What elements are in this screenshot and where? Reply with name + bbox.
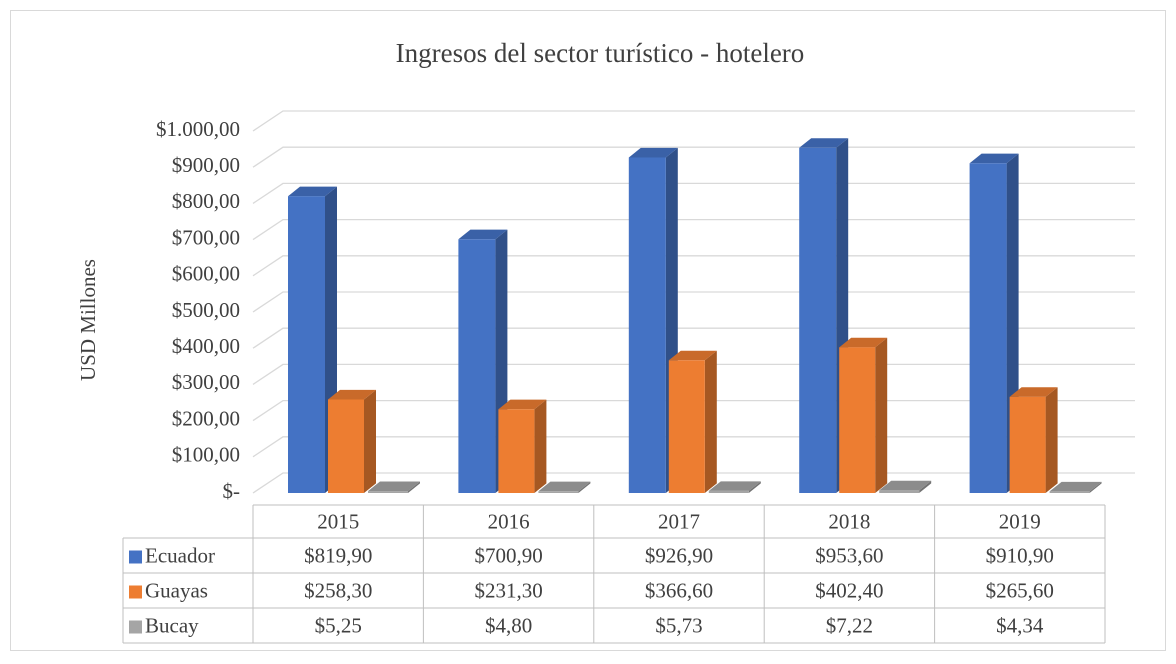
bar-top	[1009, 387, 1058, 397]
y-tick-label: $400,00	[172, 334, 240, 358]
x-tick-label: 2015	[317, 509, 359, 533]
y-tick-label: $200,00	[172, 406, 240, 430]
table-value: $4,34	[996, 613, 1044, 637]
bar	[1009, 396, 1046, 493]
bar	[498, 409, 535, 493]
bar	[969, 163, 1007, 493]
table-value: $265,60	[986, 578, 1054, 602]
legend-label: Ecuador	[145, 543, 215, 567]
bar	[288, 196, 325, 493]
x-tick-label: 2019	[999, 509, 1041, 533]
bar-top	[288, 186, 337, 197]
grid-line	[252, 110, 1135, 132]
bar	[668, 360, 705, 493]
bar-side	[1045, 387, 1058, 493]
y-tick-label: $100,00	[172, 443, 240, 467]
bar-top	[969, 153, 1019, 164]
legend-label: Guayas	[145, 578, 208, 602]
y-tick-label: $300,00	[172, 370, 240, 394]
bar	[328, 399, 364, 493]
bar	[799, 147, 837, 493]
bar	[879, 490, 920, 493]
y-axis-label: USD Millones	[76, 259, 100, 381]
legend-label: Bucay	[145, 613, 199, 637]
y-tick-label: $900,00	[172, 153, 240, 177]
bar	[538, 491, 579, 493]
bar-top	[879, 480, 932, 491]
bar-top	[368, 481, 420, 492]
grid-line	[252, 255, 1135, 277]
bar-side	[1089, 481, 1102, 493]
bar	[1049, 491, 1090, 493]
bar-side	[919, 480, 932, 493]
table-value: $231,30	[474, 578, 542, 602]
x-tick-label: 2018	[828, 509, 870, 533]
table-value: $953,60	[815, 543, 883, 567]
y-tick-label: $1.000,00	[156, 117, 240, 141]
table-value: $7,22	[826, 613, 873, 637]
bar-top	[839, 337, 888, 348]
bar-top	[628, 147, 678, 158]
y-tick-label: $700,00	[172, 225, 240, 249]
table-value: $926,90	[645, 543, 713, 567]
x-tick-label: 2016	[488, 509, 530, 533]
bar-top	[458, 229, 508, 240]
chart-title: Ingresos del sector turístico - hotelero	[396, 38, 805, 68]
grid-line	[252, 218, 1135, 241]
bar-side	[875, 337, 888, 493]
y-tick-label: $500,00	[172, 298, 240, 322]
bar	[458, 239, 496, 493]
bar	[708, 490, 749, 493]
table-value: $258,30	[304, 578, 372, 602]
bar-side	[578, 481, 591, 493]
bar	[368, 491, 408, 493]
bar-side	[704, 350, 717, 493]
table-value: $4,80	[485, 613, 532, 637]
bar-side	[534, 399, 547, 493]
bar-top	[328, 389, 376, 400]
bar-top	[708, 481, 761, 491]
bar-side	[408, 481, 420, 493]
legend-key	[129, 585, 142, 599]
table-value: $5,73	[655, 613, 702, 637]
y-tick-label: $800,00	[172, 189, 240, 213]
bar-top	[668, 350, 717, 361]
bar-side	[364, 389, 376, 493]
table-value: $402,40	[815, 578, 883, 602]
table-value: $910,90	[986, 543, 1054, 567]
grid-line	[252, 146, 1135, 168]
grid-line	[252, 327, 1135, 349]
table-value: $366,60	[645, 578, 713, 602]
bar-top	[538, 481, 591, 492]
bar	[628, 157, 666, 493]
grid-line	[252, 182, 1135, 204]
bar-top	[1049, 481, 1102, 492]
bar-side	[748, 481, 761, 493]
grid-line	[252, 291, 1135, 313]
table-value: $5,25	[315, 613, 362, 637]
bar-top	[498, 399, 547, 410]
x-tick-label: 2017	[658, 509, 700, 533]
table-value: $819,90	[304, 543, 372, 567]
y-tick-label: $-	[223, 479, 241, 503]
table-value: $700,90	[474, 543, 542, 567]
legend-key	[129, 550, 142, 564]
bar-top	[799, 138, 849, 148]
y-tick-label: $600,00	[172, 262, 240, 286]
bar	[839, 347, 876, 493]
legend-key	[129, 620, 142, 634]
